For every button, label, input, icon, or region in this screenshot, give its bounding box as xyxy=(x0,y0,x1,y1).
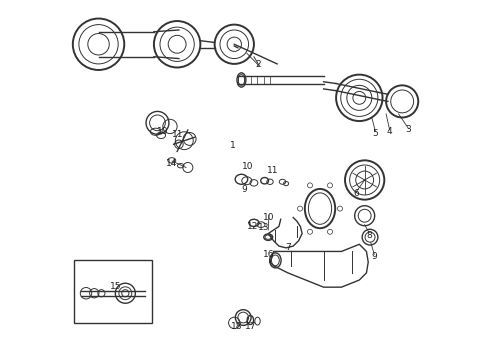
Text: 11: 11 xyxy=(172,130,184,139)
Text: 10: 10 xyxy=(157,127,169,136)
Text: 5: 5 xyxy=(372,129,378,138)
Bar xyxy=(74,260,152,323)
Text: 14: 14 xyxy=(167,159,178,168)
Text: 18: 18 xyxy=(231,321,243,330)
Text: 12: 12 xyxy=(247,222,259,231)
Text: 10: 10 xyxy=(242,162,254,171)
Text: 9: 9 xyxy=(371,252,377,261)
Text: 9: 9 xyxy=(241,185,247,194)
Text: 15: 15 xyxy=(110,282,121,291)
Text: 7: 7 xyxy=(285,243,291,252)
Text: 4: 4 xyxy=(387,127,392,136)
Text: 6: 6 xyxy=(354,189,359,198)
Text: 17: 17 xyxy=(245,321,257,330)
Text: 16: 16 xyxy=(263,250,275,259)
Text: 2: 2 xyxy=(255,60,261,69)
Text: 1: 1 xyxy=(230,141,235,150)
Text: 13: 13 xyxy=(257,223,269,232)
Text: 3: 3 xyxy=(405,126,411,135)
Text: 11: 11 xyxy=(267,166,278,175)
Text: 8: 8 xyxy=(366,230,372,239)
Text: 10: 10 xyxy=(263,213,275,222)
